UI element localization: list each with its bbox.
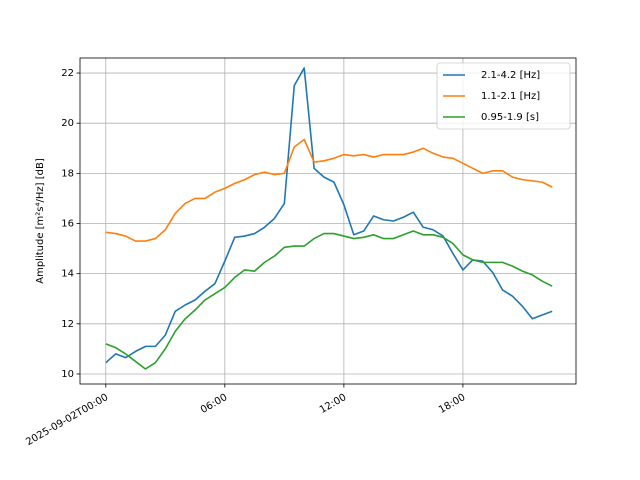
x-tick-label: 2025-09-02T00:00: [24, 392, 110, 448]
legend-label: 1.1-2.1 [Hz]: [481, 91, 540, 102]
x-axis-ticks: 2025-09-02T00:00 06:00 12:00 18:00: [24, 384, 467, 448]
legend-box: [436, 62, 571, 130]
series-lines: [105, 67, 553, 370]
y-tick-label: 12: [61, 319, 74, 330]
y-tick-label: 14: [61, 269, 74, 280]
plot-frame: [79, 57, 577, 385]
legend-label: 0.95-1.9 [s]: [481, 112, 539, 123]
series-line-3: [105, 230, 553, 370]
y-axis-label: Amplitude [m²s⁴/Hz] [dB]: [35, 158, 46, 284]
y-axis-ticks: 10 12 14 16 18 20 22: [61, 68, 80, 380]
y-tick-label: 22: [61, 68, 74, 79]
x-tick-label: 18:00: [437, 392, 467, 416]
y-tick-label: 18: [61, 168, 74, 179]
y-tick-label: 20: [61, 118, 74, 129]
legend: 2.1-4.2 [Hz] 1.1-2.1 [Hz] 0.95-1.9 [s]: [436, 62, 571, 130]
x-tick-label: 12:00: [318, 392, 348, 416]
x-tick-label: 06:00: [199, 392, 229, 416]
y-tick-label: 16: [61, 219, 74, 230]
y-tick-label: 10: [61, 369, 74, 380]
series-line-2: [105, 138, 553, 242]
legend-label: 2.1-4.2 [Hz]: [481, 70, 540, 81]
